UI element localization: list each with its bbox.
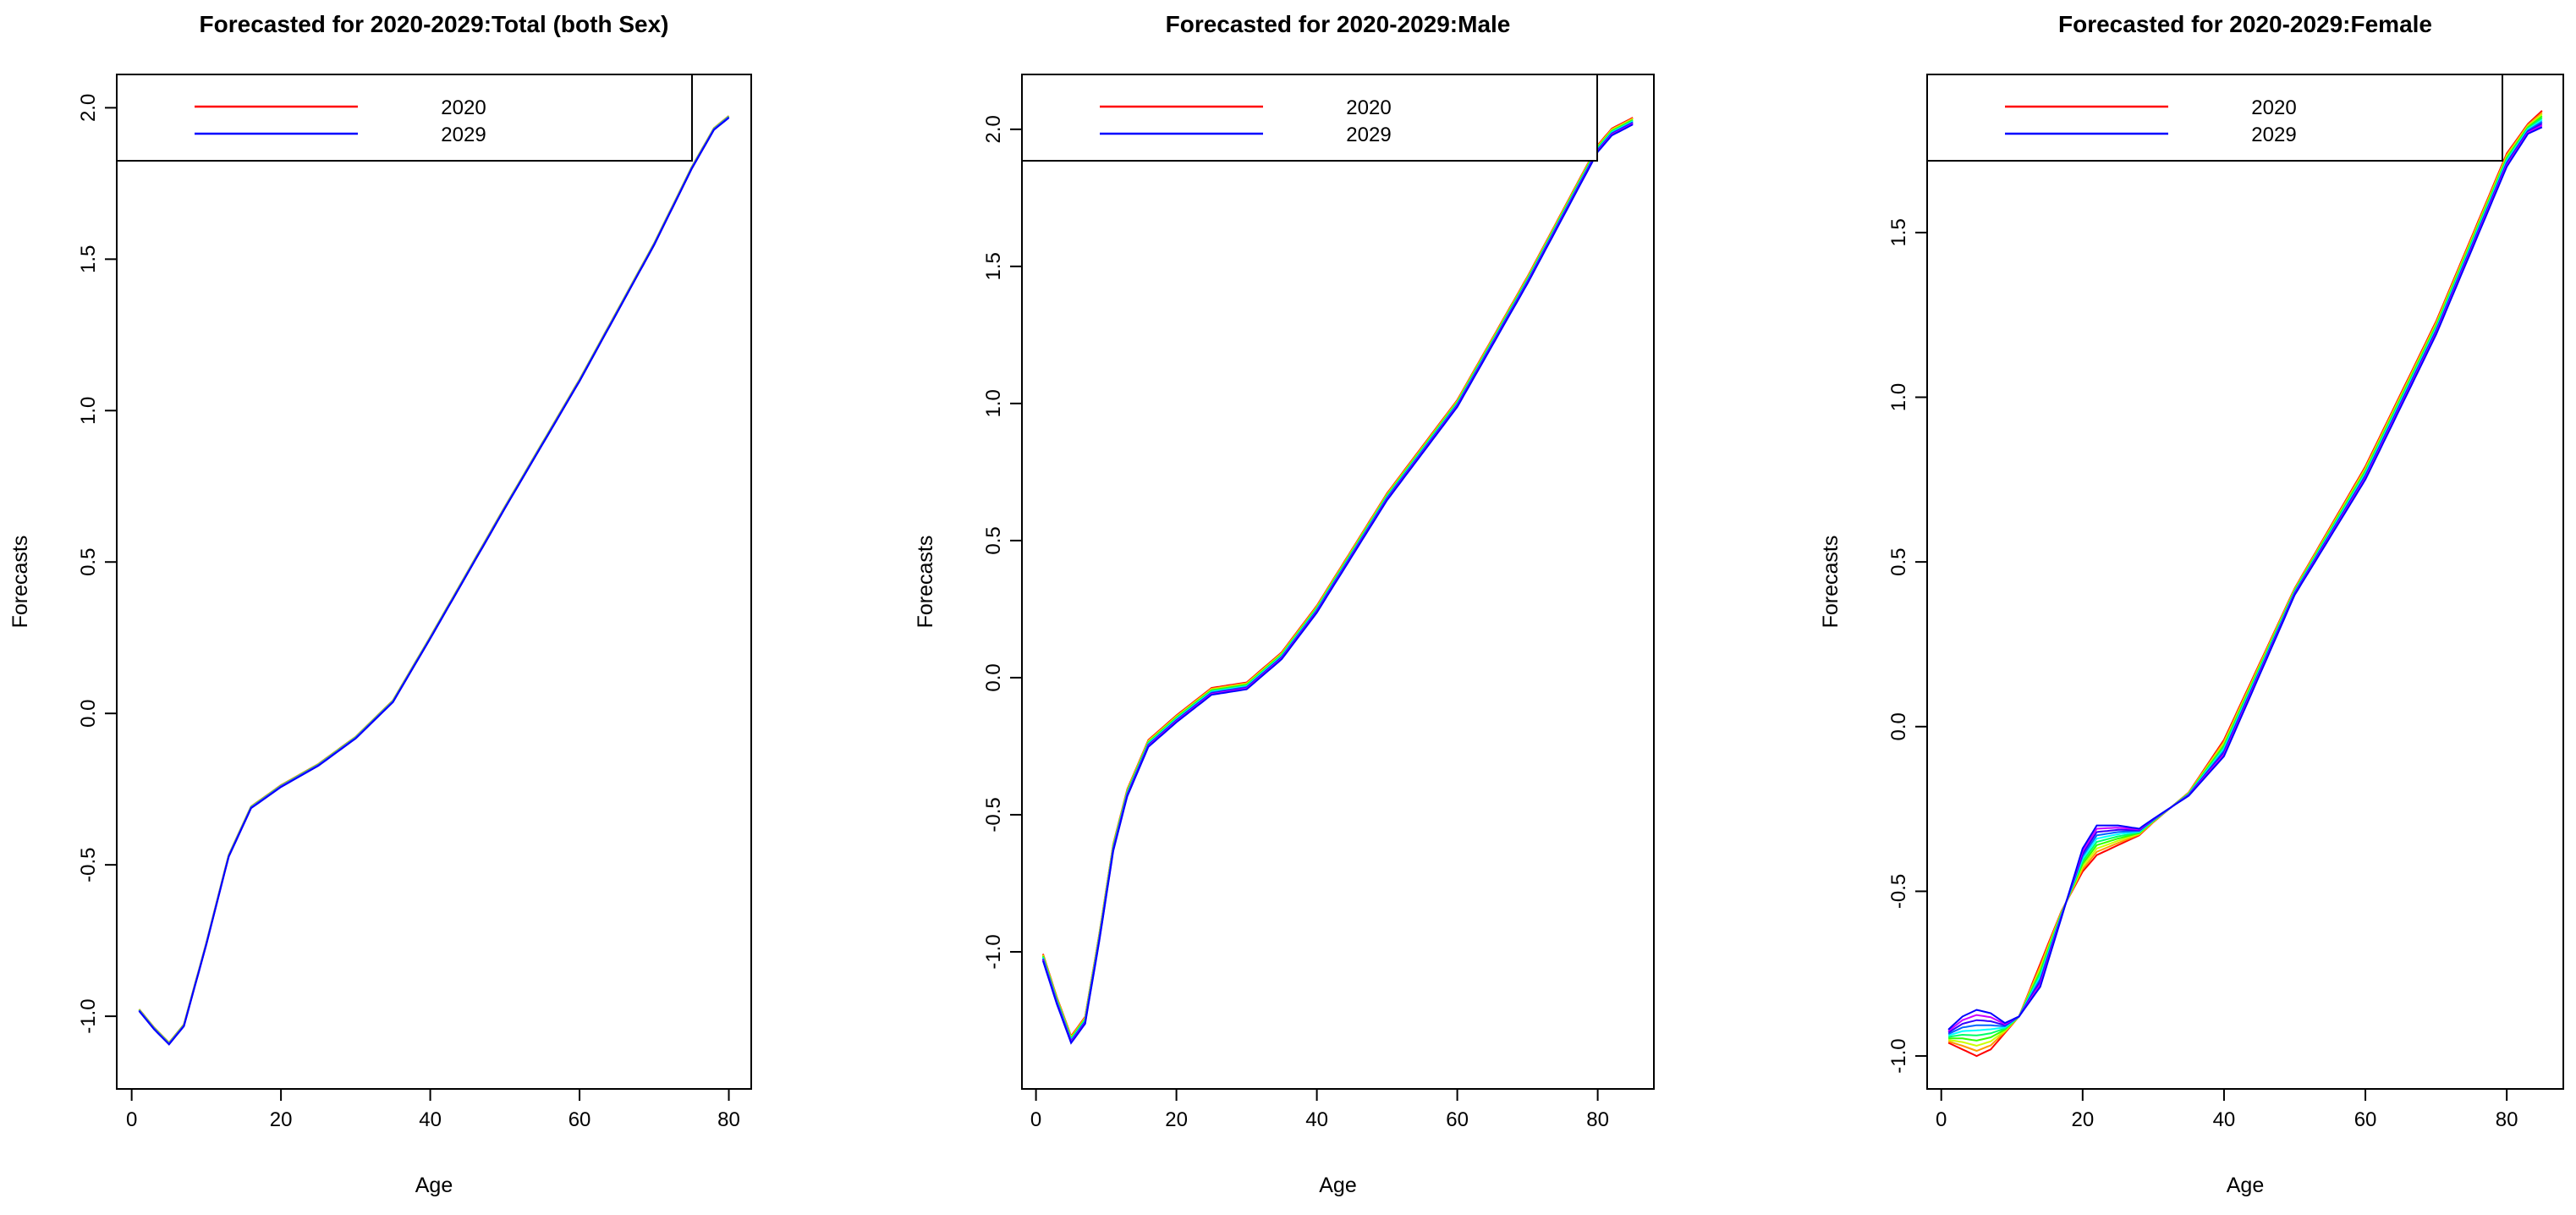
series-line xyxy=(138,115,730,1045)
x-tick-label: 0 xyxy=(1936,1108,1947,1131)
chart-title: Forecasted for 2020-2029:Total (both Sex… xyxy=(200,11,669,37)
x-tick-label: 0 xyxy=(126,1108,137,1131)
series-line xyxy=(138,116,730,1046)
legend-label: 2029 xyxy=(1346,124,1391,146)
x-tick-label: 80 xyxy=(717,1108,740,1131)
series-line xyxy=(1041,121,1634,1043)
y-axis-label: Forecasts xyxy=(914,536,937,629)
y-tick-label: 1.5 xyxy=(77,245,100,273)
x-tick-label: 60 xyxy=(2354,1108,2377,1131)
series-line xyxy=(1947,118,2543,1036)
y-tick-label: 2.0 xyxy=(982,115,1005,143)
panel-1: Forecasted for 2020-2029:Total (both Sex… xyxy=(8,11,752,1197)
y-tick-label: 1.0 xyxy=(982,389,1005,417)
legend-box xyxy=(116,74,693,162)
x-axis-label: Age xyxy=(2227,1174,2264,1197)
plot-frame xyxy=(1021,74,1655,1090)
series-line xyxy=(138,115,730,1044)
series-line xyxy=(1947,120,2543,1036)
chart-title: Forecasted for 2020-2029:Female xyxy=(2058,11,2432,37)
panel-3: Forecasted for 2020-2029:Female 0 20 40 60 80… xyxy=(1819,11,2564,1197)
x-tick-label: 40 xyxy=(1305,1108,1328,1131)
legend-label: 2020 xyxy=(1346,96,1391,119)
x-tick-label: 80 xyxy=(2496,1108,2518,1131)
x-tick-label: 60 xyxy=(1446,1108,1469,1131)
y-tick-label: 1.5 xyxy=(1887,218,1910,246)
x-tick-label: 20 xyxy=(1165,1108,1188,1131)
y-tick-label: 0.5 xyxy=(982,526,1005,554)
y-tick-label: 2.0 xyxy=(77,94,100,122)
series-line xyxy=(138,116,730,1045)
series-line xyxy=(1947,126,2543,1031)
series-line xyxy=(1041,124,1634,1045)
legend-box xyxy=(1926,74,2503,162)
legend-label: 2020 xyxy=(441,96,486,119)
legend-box xyxy=(1021,74,1598,162)
plot-frame xyxy=(1926,74,2564,1090)
series-line xyxy=(138,115,730,1045)
x-tick-label: 40 xyxy=(2213,1108,2236,1131)
y-tick-label: -0.5 xyxy=(77,847,100,882)
legend-label: 2020 xyxy=(2251,96,2296,119)
x-tick-label: 20 xyxy=(2071,1108,2094,1131)
series-line xyxy=(138,116,730,1045)
x-tick-label: 20 xyxy=(270,1108,293,1131)
series-line xyxy=(1947,123,2543,1034)
y-tick-label: -0.5 xyxy=(982,797,1005,832)
y-tick-label: 0.5 xyxy=(1887,547,1910,575)
series-line xyxy=(1947,110,2543,1058)
series-line xyxy=(1041,122,1634,1043)
series-line xyxy=(1948,115,2543,1042)
chart-title: Forecasted for 2020-2029:Male xyxy=(1166,11,1511,37)
y-tick-label: -1.0 xyxy=(77,998,100,1033)
panel-2: Forecasted for 2020-2029:Male 0 20 40 60 80 -1… xyxy=(914,11,1655,1197)
series-line xyxy=(1947,112,2543,1053)
x-tick-label: 40 xyxy=(419,1108,442,1131)
y-tick-label: -0.5 xyxy=(1887,874,1910,909)
series-line xyxy=(138,115,730,1044)
series-line xyxy=(138,116,730,1046)
series-line xyxy=(1041,120,1634,1042)
y-axis-label: Forecasts xyxy=(8,536,32,629)
y-axis-label: Forecasts xyxy=(1819,536,1843,629)
series-line xyxy=(1947,113,2543,1047)
y-tick-label: 0.0 xyxy=(982,663,1005,691)
y-tick-label: -1.0 xyxy=(1887,1038,1910,1073)
plot-frame xyxy=(116,74,752,1090)
y-tick-label: 0.0 xyxy=(77,700,100,728)
y-tick-label: 0.5 xyxy=(77,548,100,576)
legend-label: 2029 xyxy=(2251,124,2296,146)
y-tick-label: -1.0 xyxy=(982,934,1005,969)
x-tick-label: 80 xyxy=(1586,1108,1609,1131)
series-line xyxy=(1947,124,2543,1032)
y-tick-label: 1.0 xyxy=(77,397,100,425)
legend-label: 2029 xyxy=(441,124,486,146)
x-tick-label: 0 xyxy=(1030,1108,1041,1131)
y-tick-label: 1.0 xyxy=(1887,383,1910,411)
x-tick-label: 60 xyxy=(568,1108,591,1131)
x-axis-label: Age xyxy=(415,1174,453,1197)
y-tick-label: 0.0 xyxy=(1887,712,1910,740)
series-line xyxy=(1041,123,1634,1044)
y-tick-label: 1.5 xyxy=(982,252,1005,280)
series-line xyxy=(1947,117,2543,1038)
x-axis-label: Age xyxy=(1319,1174,1356,1197)
series-line xyxy=(138,117,730,1046)
series-line xyxy=(138,117,730,1046)
